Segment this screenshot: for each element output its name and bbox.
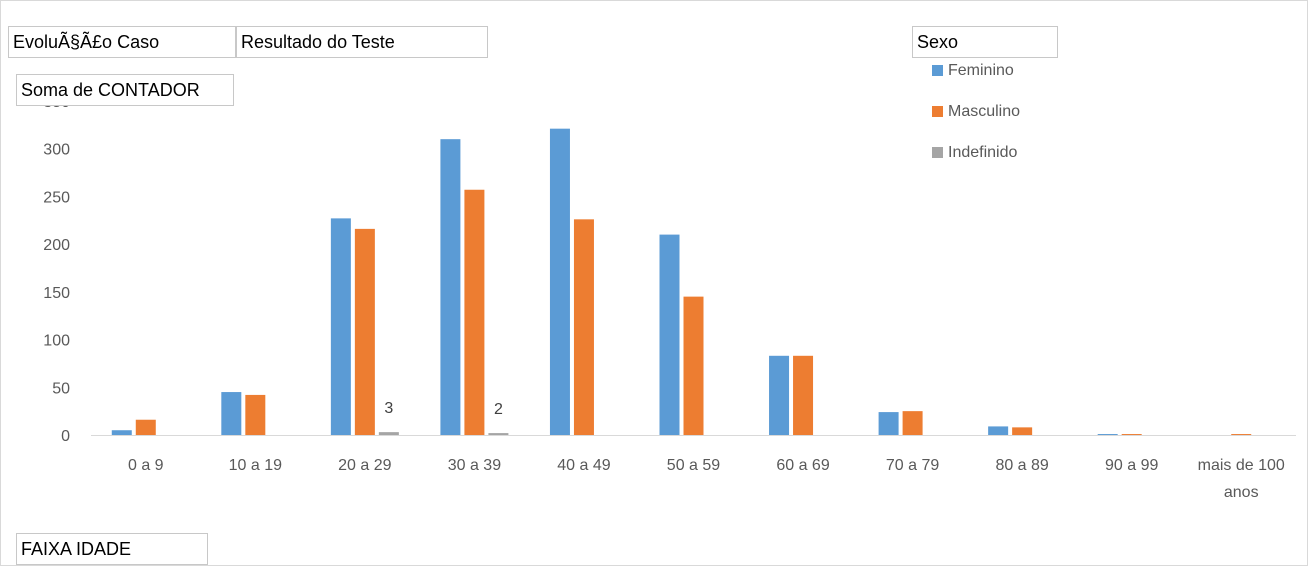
bar-masculino-7 bbox=[902, 411, 923, 435]
legend-label-feminino: Feminino bbox=[948, 62, 1014, 79]
data-label: 2 bbox=[494, 401, 503, 418]
bar-feminino-4 bbox=[549, 128, 570, 435]
y-tick-label: 0 bbox=[61, 428, 70, 445]
x-tick-label: 70 a 79 bbox=[886, 457, 939, 474]
bar-feminino-9 bbox=[1097, 434, 1118, 435]
sexo-legend-field-button[interactable]: Sexo bbox=[912, 26, 1058, 58]
bar-masculino-0 bbox=[135, 419, 156, 435]
x-tick-label: 0 a 9 bbox=[128, 457, 164, 474]
legend-marker-indefinido bbox=[932, 147, 943, 158]
x-tick-label: 40 a 49 bbox=[557, 457, 610, 474]
legend-label-masculino: Masculino bbox=[948, 103, 1020, 120]
bar-feminino-1 bbox=[221, 392, 242, 435]
x-tick-label: 20 a 29 bbox=[338, 457, 391, 474]
x-tick-label: 90 a 99 bbox=[1105, 457, 1158, 474]
y-tick-label: 100 bbox=[43, 333, 70, 350]
y-tick-label: 50 bbox=[52, 380, 70, 397]
x-tick-label: 50 a 59 bbox=[667, 457, 720, 474]
legend-marker-masculino bbox=[932, 106, 943, 117]
bar-masculino-9 bbox=[1121, 434, 1142, 435]
bar-feminino-8 bbox=[988, 426, 1009, 435]
bar-feminino-6 bbox=[769, 355, 790, 435]
bar-masculino-10 bbox=[1231, 434, 1252, 435]
evolucao-caso-filter-button[interactable]: EvoluÃ§Ã£o Caso bbox=[8, 26, 236, 58]
bar-masculino-4 bbox=[573, 219, 594, 435]
bar-masculino-2 bbox=[354, 228, 375, 435]
y-tick-label: 150 bbox=[43, 285, 70, 302]
resultado-teste-filter-button[interactable]: Resultado do Teste bbox=[236, 26, 488, 58]
bar-masculino-3 bbox=[464, 189, 485, 435]
x-tick-label: 10 a 19 bbox=[229, 457, 282, 474]
bar-indefinido-3 bbox=[488, 433, 509, 435]
x-tick-label: 30 a 39 bbox=[448, 457, 501, 474]
bar-feminino-0 bbox=[111, 430, 132, 435]
y-tick-label: 250 bbox=[43, 189, 70, 206]
bar-feminino-3 bbox=[440, 139, 461, 435]
bar-masculino-1 bbox=[245, 394, 266, 435]
legend-label-indefinido: Indefinido bbox=[948, 144, 1017, 161]
bar-masculino-6 bbox=[793, 355, 814, 435]
x-tick-label: 60 a 69 bbox=[776, 457, 829, 474]
bar-feminino-7 bbox=[878, 412, 899, 435]
data-label: 3 bbox=[384, 400, 393, 417]
bar-indefinido-2 bbox=[378, 432, 399, 435]
x-tick-label: mais de 100 anos bbox=[1198, 457, 1285, 501]
soma-contador-value-button[interactable]: Soma de CONTADOR bbox=[16, 74, 234, 106]
x-tick-label: 80 a 89 bbox=[995, 457, 1048, 474]
bar-feminino-5 bbox=[659, 234, 680, 435]
legend-marker-feminino bbox=[932, 65, 943, 76]
y-tick-label: 300 bbox=[43, 142, 70, 159]
bar-feminino-2 bbox=[330, 218, 351, 435]
faixa-idade-axis-button[interactable]: FAIXA IDADE bbox=[16, 533, 208, 565]
bar-masculino-8 bbox=[1012, 427, 1033, 435]
bar-masculino-5 bbox=[683, 296, 704, 435]
y-tick-label: 200 bbox=[43, 237, 70, 254]
